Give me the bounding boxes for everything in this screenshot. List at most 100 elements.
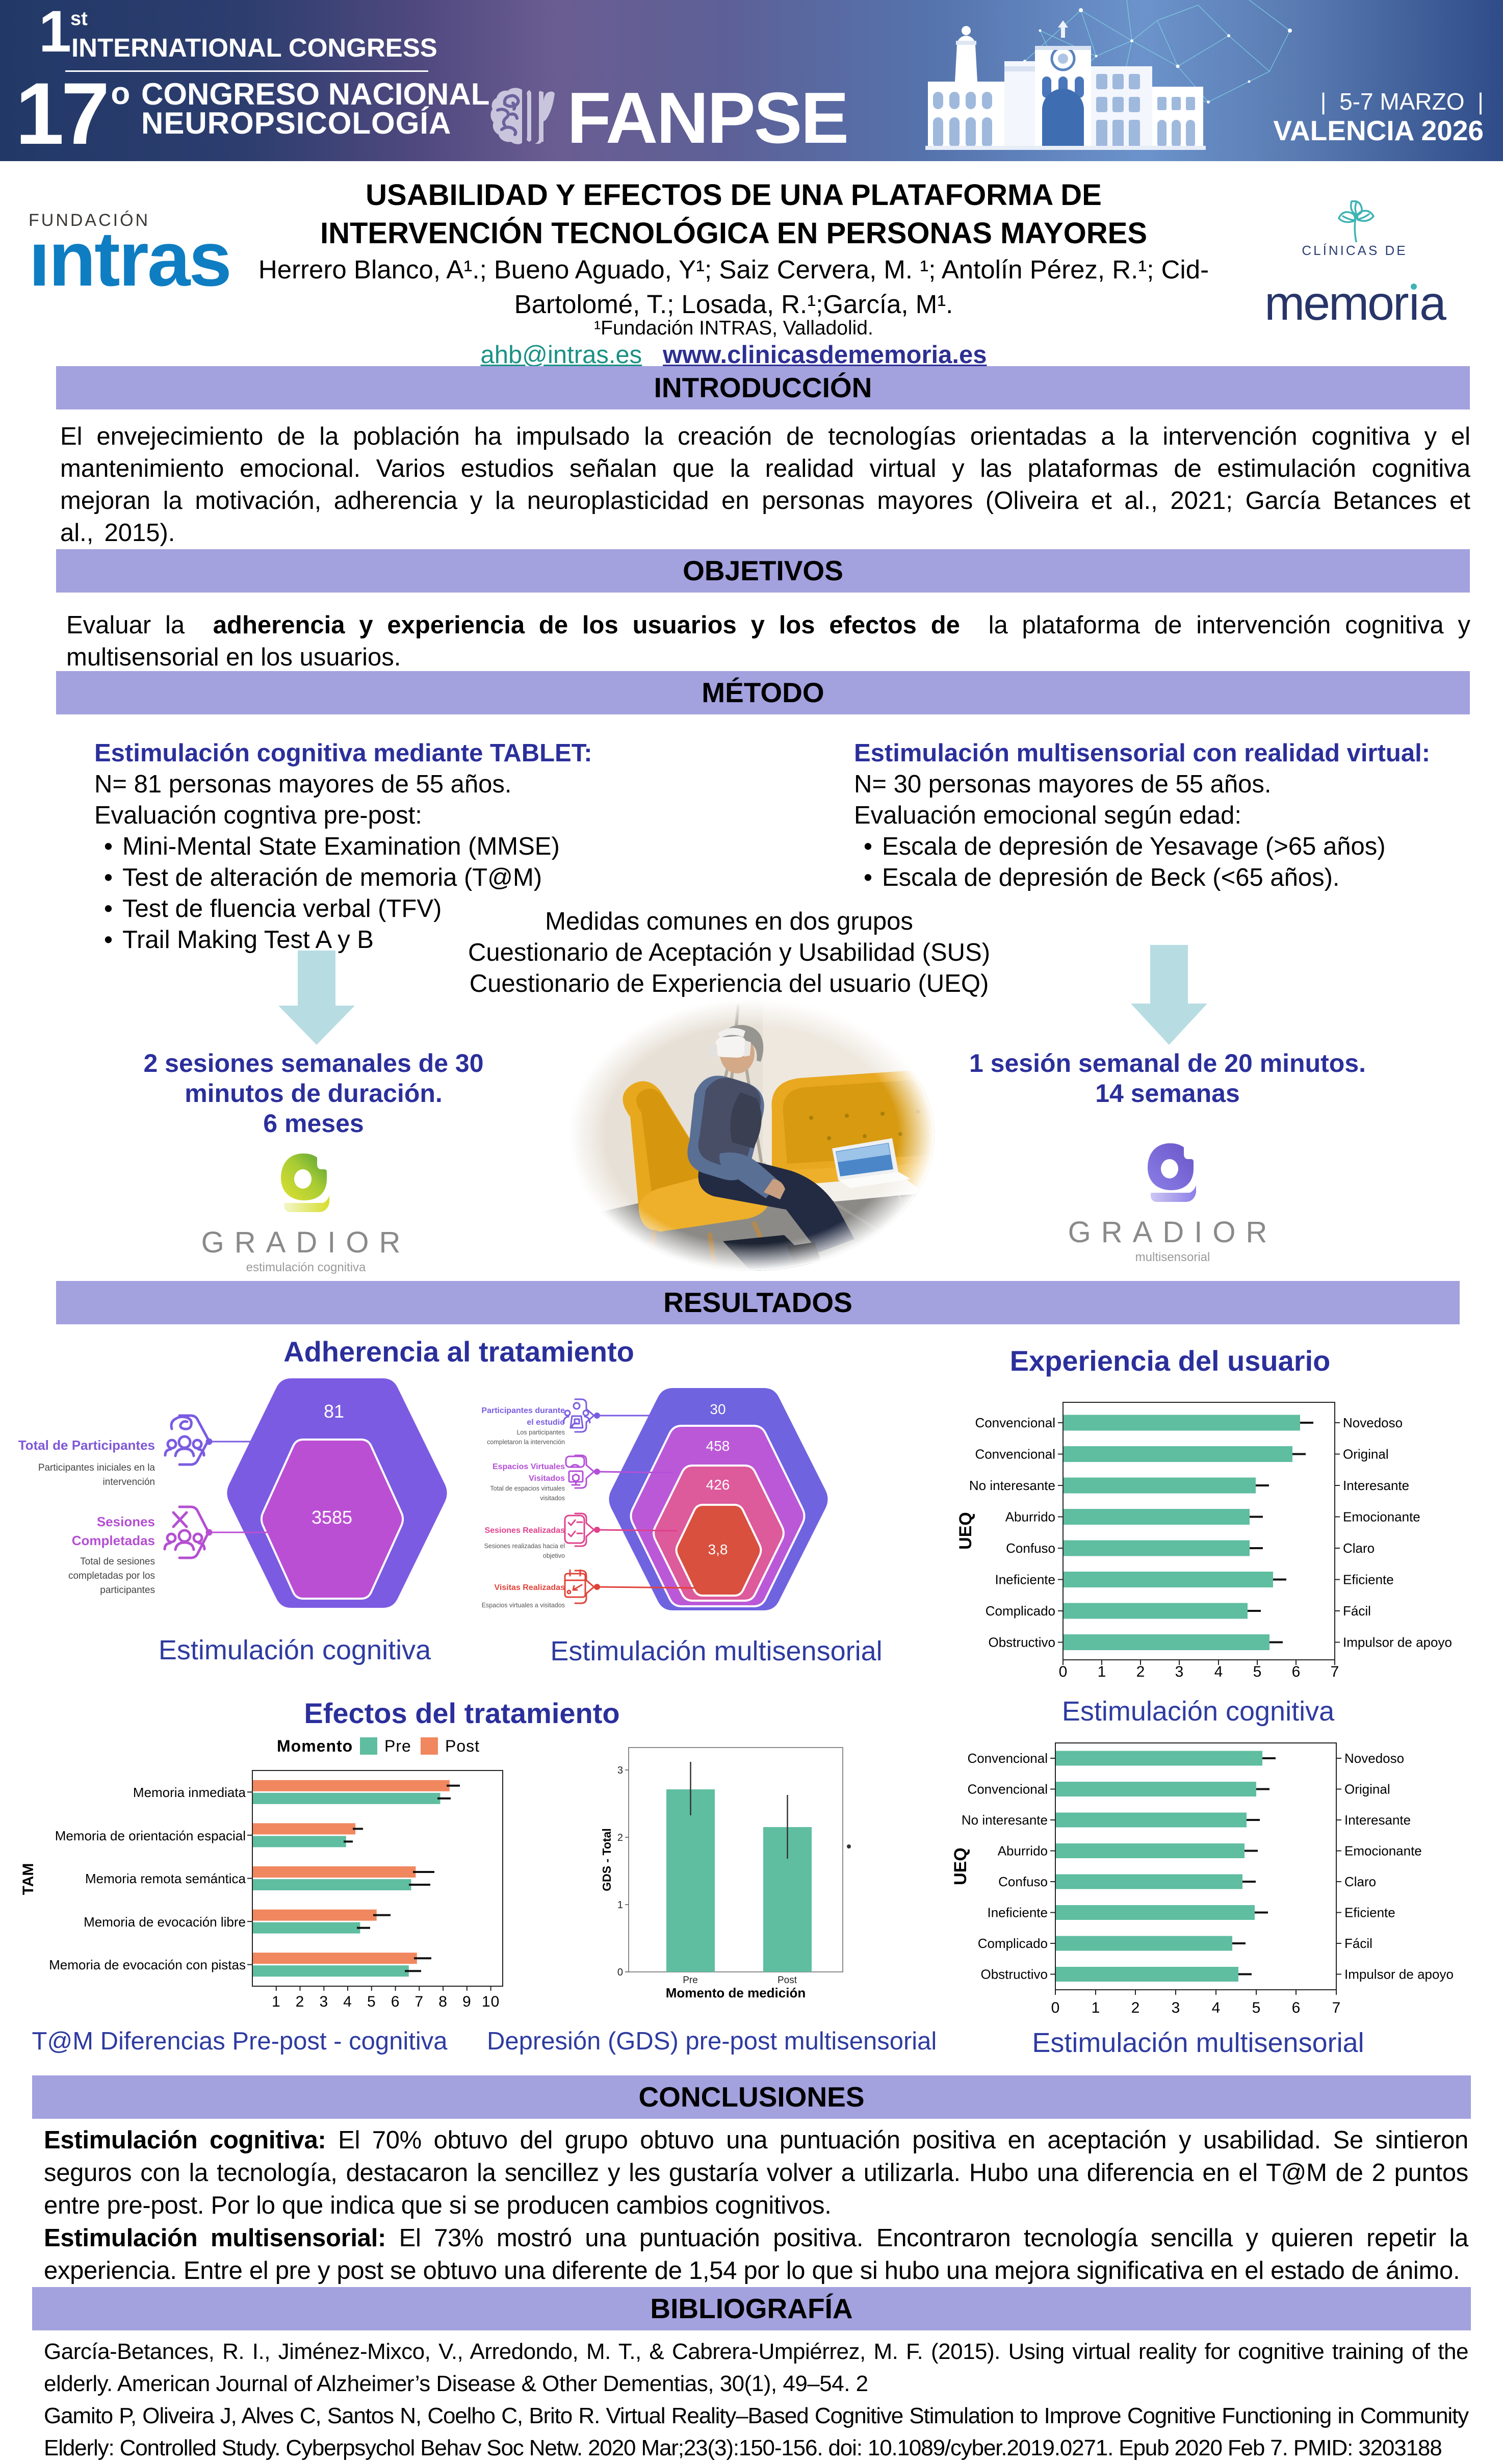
svg-text:2: 2 (617, 1832, 623, 1843)
svg-text:1: 1 (617, 1900, 623, 1911)
svg-text:Completadas: Completadas (72, 1533, 155, 1548)
svg-text:Momento: Momento (277, 1737, 353, 1755)
svg-text:GDS - Total: GDS - Total (600, 1828, 613, 1891)
svg-text:10: 10 (482, 1993, 500, 2010)
svg-text:Memoria de evocación con pista: Memoria de evocación con pistas (49, 1957, 246, 1972)
svg-text:1: 1 (1098, 1663, 1106, 1680)
svg-text:3: 3 (319, 1993, 328, 2010)
svg-text:Fácil: Fácil (1344, 1936, 1372, 1951)
svg-text:Espacios virtuales a visitados: Espacios virtuales a visitados (482, 1602, 565, 1609)
svg-text:Memoria de orientación espacia: Memoria de orientación espacial (55, 1828, 246, 1843)
svg-text:Fácil: Fácil (1343, 1603, 1371, 1619)
svg-text:Ineficiente: Ineficiente (995, 1572, 1055, 1587)
svg-text:Interesante: Interesante (1343, 1478, 1409, 1493)
svg-text:Interesante: Interesante (1344, 1812, 1411, 1828)
svg-text:0: 0 (1059, 1663, 1068, 1680)
svg-text:Eficiente: Eficiente (1343, 1572, 1394, 1587)
svg-text:Complicado: Complicado (986, 1603, 1055, 1619)
svg-text:458: 458 (706, 1438, 730, 1454)
svg-text:9: 9 (462, 1993, 472, 2010)
svg-text:Total de espacios virtuales: Total de espacios virtuales (490, 1485, 565, 1492)
svg-text:2: 2 (1131, 1999, 1140, 2016)
svg-text:4: 4 (1214, 1663, 1223, 1680)
svg-text:Claro: Claro (1344, 1874, 1376, 1889)
svg-text:Pre: Pre (683, 1975, 698, 1986)
svg-text:visitados: visitados (540, 1495, 565, 1502)
svg-text:Convencional: Convencional (967, 1751, 1048, 1766)
svg-text:2: 2 (1136, 1663, 1145, 1680)
svg-text:Convencional: Convencional (967, 1782, 1048, 1797)
svg-text:TAM: TAM (20, 1863, 37, 1895)
svg-text:0: 0 (617, 1967, 623, 1978)
svg-text:Total de sesiones: Total de sesiones (80, 1556, 155, 1567)
svg-text:Post: Post (778, 1975, 797, 1986)
svg-text:Convencional: Convencional (975, 1447, 1055, 1462)
svg-text:Emocionante: Emocionante (1344, 1843, 1422, 1859)
svg-text:Memoria de evocación libre: Memoria de evocación libre (84, 1914, 246, 1930)
svg-text:5: 5 (367, 1993, 376, 2010)
svg-text:7: 7 (414, 1993, 424, 2010)
svg-text:Sesiones realizadas hacia el: Sesiones realizadas hacia el (484, 1543, 565, 1550)
svg-text:1: 1 (272, 1993, 281, 2010)
svg-text:el estudio: el estudio (527, 1418, 565, 1427)
svg-text:Total de Participantes: Total de Participantes (18, 1438, 155, 1453)
svg-text:Espacios Virtuales: Espacios Virtuales (493, 1462, 565, 1471)
svg-text:Aburrido: Aburrido (998, 1843, 1048, 1859)
svg-text:3: 3 (1175, 1663, 1184, 1680)
svg-text:3: 3 (617, 1765, 623, 1776)
svg-text:5: 5 (1252, 1999, 1261, 2016)
svg-text:completaron la intervención: completaron la intervención (487, 1439, 565, 1446)
svg-text:81: 81 (324, 1401, 344, 1422)
svg-text:0: 0 (1051, 1999, 1060, 2016)
svg-text:Impulsor de apoyo: Impulsor de apoyo (1344, 1967, 1454, 1982)
svg-text:Ineficiente: Ineficiente (987, 1905, 1048, 1920)
svg-text:Visitas Realizadas: Visitas Realizadas (495, 1583, 565, 1592)
svg-text:6: 6 (391, 1993, 400, 2010)
svg-text:Sesiones Realizadas: Sesiones Realizadas (485, 1526, 565, 1535)
svg-text:Aburrido: Aburrido (1005, 1509, 1055, 1525)
svg-text:Impulsor de apoyo: Impulsor de apoyo (1343, 1635, 1452, 1650)
svg-text:426: 426 (706, 1477, 730, 1493)
svg-text:No interesante: No interesante (969, 1478, 1055, 1493)
svg-text:Confuso: Confuso (1006, 1541, 1055, 1556)
svg-text:Participantes durante: Participantes durante (481, 1406, 565, 1415)
svg-text:Convencional: Convencional (975, 1415, 1055, 1430)
svg-text:Momento de medición: Momento de medición (666, 1985, 806, 2000)
svg-text:3,8: 3,8 (708, 1542, 728, 1557)
svg-text:7: 7 (1331, 1663, 1339, 1680)
svg-text:Sesiones: Sesiones (97, 1514, 155, 1529)
svg-text:UEQ: UEQ (951, 1847, 970, 1885)
svg-text:Original: Original (1344, 1782, 1390, 1797)
svg-text:objetivo: objetivo (543, 1552, 565, 1559)
svg-text:Obstructivo: Obstructivo (989, 1635, 1056, 1650)
svg-text:intervención: intervención (103, 1477, 155, 1487)
svg-text:Complicado: Complicado (978, 1936, 1048, 1951)
svg-text:6: 6 (1292, 1999, 1301, 2016)
svg-text:2: 2 (296, 1993, 305, 2010)
svg-text:8: 8 (438, 1993, 448, 2010)
svg-text:Post: Post (445, 1737, 480, 1755)
svg-text:6: 6 (1292, 1663, 1301, 1680)
svg-text:Memoria remota semántica: Memoria remota semántica (85, 1871, 246, 1886)
svg-text:Claro: Claro (1343, 1541, 1375, 1556)
svg-text:Confuso: Confuso (998, 1874, 1048, 1889)
svg-text:1: 1 (1092, 1999, 1100, 2016)
svg-text:Los participantes: Los participantes (516, 1429, 565, 1436)
svg-text:Novedoso: Novedoso (1343, 1415, 1403, 1430)
svg-text:completadas por los: completadas por los (68, 1571, 155, 1581)
svg-text:Obstructivo: Obstructivo (981, 1967, 1048, 1982)
svg-text:No interesante: No interesante (962, 1812, 1048, 1828)
svg-text:Novedoso: Novedoso (1344, 1751, 1404, 1766)
svg-text:participantes: participantes (100, 1585, 155, 1596)
svg-text:3: 3 (1172, 1999, 1180, 2016)
svg-text:5: 5 (1253, 1663, 1262, 1680)
svg-text:7: 7 (1332, 1999, 1341, 2016)
svg-text:Memoria inmediata: Memoria inmediata (133, 1785, 246, 1800)
svg-text:Pre: Pre (384, 1737, 411, 1755)
svg-text:Participantes iniciales en la: Participantes iniciales en la (38, 1462, 156, 1473)
svg-text:Emocionante: Emocionante (1343, 1509, 1420, 1525)
svg-text:Eficiente: Eficiente (1344, 1905, 1395, 1920)
svg-text:Original: Original (1343, 1447, 1389, 1462)
svg-text:3585: 3585 (312, 1507, 352, 1528)
svg-text:4: 4 (343, 1993, 352, 2010)
